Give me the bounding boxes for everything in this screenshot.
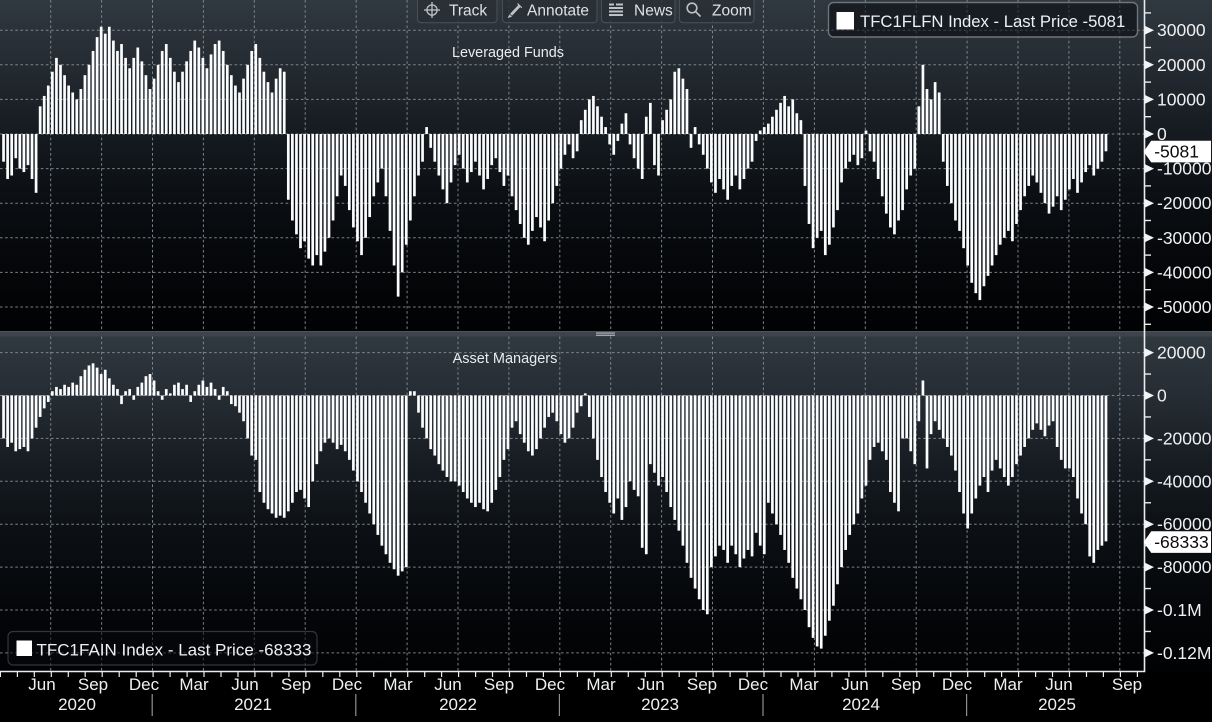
svg-text:-30000: -30000 bbox=[1157, 228, 1212, 248]
svg-text:TFC1FLFN Index - Last Price -5: TFC1FLFN Index - Last Price -5081 bbox=[860, 12, 1125, 31]
svg-text:Dec: Dec bbox=[129, 675, 160, 694]
svg-text:-5081: -5081 bbox=[1154, 142, 1199, 162]
svg-text:Mar: Mar bbox=[586, 675, 616, 694]
svg-text:Jun: Jun bbox=[434, 675, 461, 694]
svg-text:Sep: Sep bbox=[484, 675, 514, 694]
svg-text:Dec: Dec bbox=[332, 675, 363, 694]
svg-text:Dec: Dec bbox=[738, 675, 769, 694]
svg-text:-0.12M: -0.12M bbox=[1157, 643, 1211, 663]
svg-text:Sep: Sep bbox=[78, 675, 108, 694]
svg-text:Jun: Jun bbox=[841, 675, 868, 694]
svg-text:Mar: Mar bbox=[789, 675, 819, 694]
svg-text:-20000: -20000 bbox=[1157, 193, 1212, 213]
svg-text:Jun: Jun bbox=[231, 675, 258, 694]
svg-text:-40000: -40000 bbox=[1157, 262, 1212, 282]
svg-text:-0.1M: -0.1M bbox=[1157, 600, 1202, 620]
svg-text:-60000: -60000 bbox=[1157, 514, 1212, 534]
svg-text:Annotate: Annotate bbox=[527, 3, 589, 20]
svg-text:Zoom: Zoom bbox=[712, 3, 752, 20]
svg-text:Dec: Dec bbox=[942, 675, 973, 694]
svg-text:Mar: Mar bbox=[179, 675, 209, 694]
svg-text:Sep: Sep bbox=[891, 675, 921, 694]
svg-text:-10000: -10000 bbox=[1157, 159, 1212, 179]
svg-text:Dec: Dec bbox=[535, 675, 566, 694]
svg-text:2022: 2022 bbox=[439, 695, 477, 714]
svg-text:20000: 20000 bbox=[1157, 343, 1206, 363]
svg-text:2021: 2021 bbox=[234, 695, 272, 714]
svg-text:Sep: Sep bbox=[1112, 675, 1142, 694]
svg-text:10000: 10000 bbox=[1157, 89, 1206, 109]
svg-text:Jun: Jun bbox=[1045, 675, 1072, 694]
svg-text:TFC1FAIN Index - Last Price -6: TFC1FAIN Index - Last Price -68333 bbox=[37, 641, 312, 660]
svg-text:Mar: Mar bbox=[993, 675, 1023, 694]
svg-text:-68333: -68333 bbox=[1154, 532, 1209, 552]
svg-text:-50000: -50000 bbox=[1157, 297, 1212, 317]
svg-text:0: 0 bbox=[1157, 124, 1167, 144]
svg-text:Leveraged Funds: Leveraged Funds bbox=[452, 45, 564, 61]
svg-text:2020: 2020 bbox=[58, 695, 96, 714]
svg-text:Track: Track bbox=[449, 3, 487, 20]
svg-text:2023: 2023 bbox=[641, 695, 679, 714]
svg-text:Jun: Jun bbox=[637, 675, 664, 694]
svg-text:Asset Managers: Asset Managers bbox=[453, 351, 558, 367]
svg-text:News: News bbox=[634, 3, 673, 20]
svg-text:Mar: Mar bbox=[383, 675, 413, 694]
svg-text:-20000: -20000 bbox=[1157, 428, 1212, 448]
svg-text:Sep: Sep bbox=[687, 675, 717, 694]
svg-text:30000: 30000 bbox=[1157, 20, 1206, 40]
svg-text:0: 0 bbox=[1157, 386, 1167, 406]
svg-text:20000: 20000 bbox=[1157, 55, 1206, 75]
svg-text:-80000: -80000 bbox=[1157, 557, 1212, 577]
svg-text:Jun: Jun bbox=[28, 675, 55, 694]
svg-text:Sep: Sep bbox=[281, 675, 311, 694]
svg-text:-40000: -40000 bbox=[1157, 471, 1212, 491]
svg-text:2024: 2024 bbox=[842, 695, 880, 714]
svg-text:2025: 2025 bbox=[1038, 695, 1076, 714]
